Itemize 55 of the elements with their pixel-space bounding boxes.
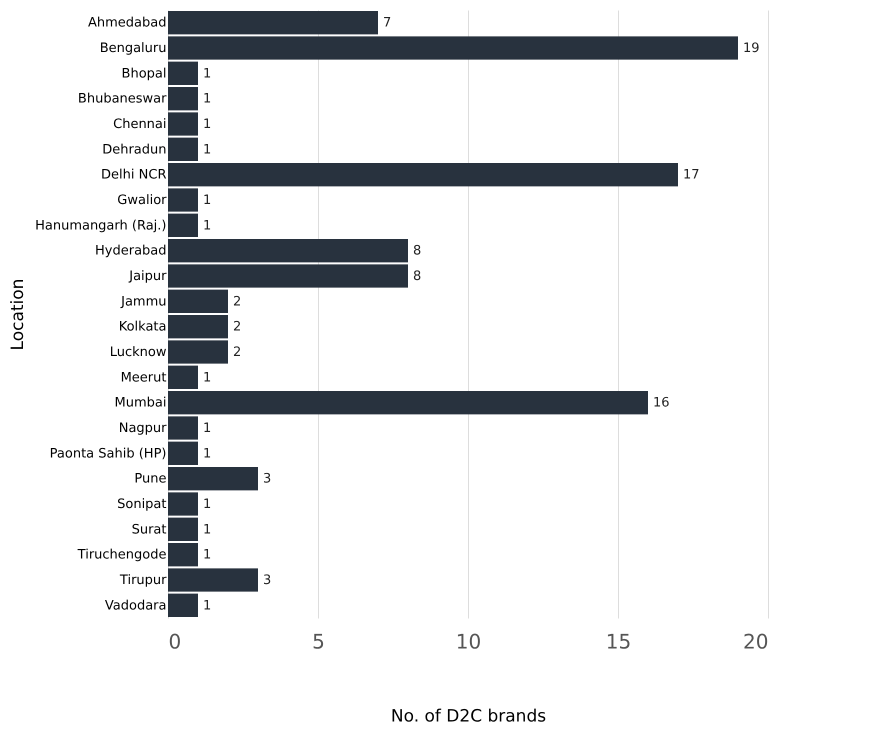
y-tick-label: Vadodara bbox=[104, 598, 166, 614]
y-tick-label: Sonipat bbox=[117, 497, 166, 512]
y-tick-label: Tiruchengode bbox=[76, 548, 166, 563]
x-tick-label: 5 bbox=[312, 630, 325, 654]
y-tick-label: Kolkata bbox=[118, 320, 166, 335]
data-label: 1 bbox=[203, 446, 212, 462]
data-label: 1 bbox=[203, 522, 212, 538]
data-label: 8 bbox=[413, 269, 422, 284]
data-label: 2 bbox=[233, 345, 242, 360]
y-tick-label: Bengaluru bbox=[100, 41, 166, 56]
data-label: 1 bbox=[203, 92, 212, 107]
y-tick-label: Bhopal bbox=[122, 66, 166, 82]
y-tick-label: Ahmedabad bbox=[88, 16, 166, 31]
data-label: 1 bbox=[203, 117, 212, 132]
y-tick-label: Delhi NCR bbox=[101, 168, 166, 183]
data-label: 1 bbox=[203, 497, 212, 512]
y-tick-label: Bhubaneswar bbox=[78, 92, 168, 107]
y-tick-label: Chennai bbox=[113, 117, 166, 132]
y-tick-label: Pune bbox=[134, 472, 166, 487]
data-label: 8 bbox=[413, 244, 422, 259]
data-label: 16 bbox=[653, 396, 670, 411]
data-label: 1 bbox=[203, 421, 212, 436]
y-tick-label: Hanumangarh (Raj.) bbox=[35, 218, 166, 234]
x-tick-label: 10 bbox=[456, 630, 482, 654]
x-tick-label: 20 bbox=[743, 630, 768, 654]
y-tick-label: Surat bbox=[132, 522, 166, 538]
x-tick-label: 15 bbox=[606, 630, 632, 654]
data-label: 19 bbox=[743, 41, 760, 56]
data-label: 1 bbox=[203, 66, 212, 82]
data-label: 2 bbox=[233, 294, 242, 310]
data-label: 1 bbox=[203, 370, 212, 386]
x-tick-label: 0 bbox=[168, 630, 182, 654]
data-label: 1 bbox=[203, 218, 212, 234]
data-label: 3 bbox=[263, 573, 272, 588]
y-tick-label: Tirupur bbox=[118, 573, 168, 588]
y-tick-label: Dehradun bbox=[102, 142, 166, 158]
data-label: 3 bbox=[263, 472, 272, 487]
data-label: 2 bbox=[233, 320, 242, 335]
data-label: 1 bbox=[203, 548, 212, 563]
data-label: 17 bbox=[683, 168, 700, 183]
y-tick-label: Mumbai bbox=[114, 396, 166, 411]
y-tick-label: Lucknow bbox=[110, 345, 167, 360]
y-tick-label: Jaipur bbox=[128, 269, 168, 284]
y-tick-label: Jammu bbox=[120, 294, 166, 310]
y-tick-label: Nagpur bbox=[118, 421, 168, 436]
data-label: 1 bbox=[203, 142, 212, 158]
data-label: 1 bbox=[203, 598, 212, 614]
data-label: 7 bbox=[383, 16, 392, 31]
y-tick-label: Meerut bbox=[120, 370, 166, 386]
data-label: 1 bbox=[203, 193, 212, 208]
y-tick-label: Paonta Sahib (HP) bbox=[50, 446, 166, 462]
y-tick-label: Hyderabad bbox=[95, 244, 166, 259]
x-axis-title: No. of D2C brands bbox=[390, 706, 546, 726]
y-tick-label: Gwalior bbox=[117, 193, 168, 208]
y-axis-title: Location bbox=[8, 278, 28, 350]
